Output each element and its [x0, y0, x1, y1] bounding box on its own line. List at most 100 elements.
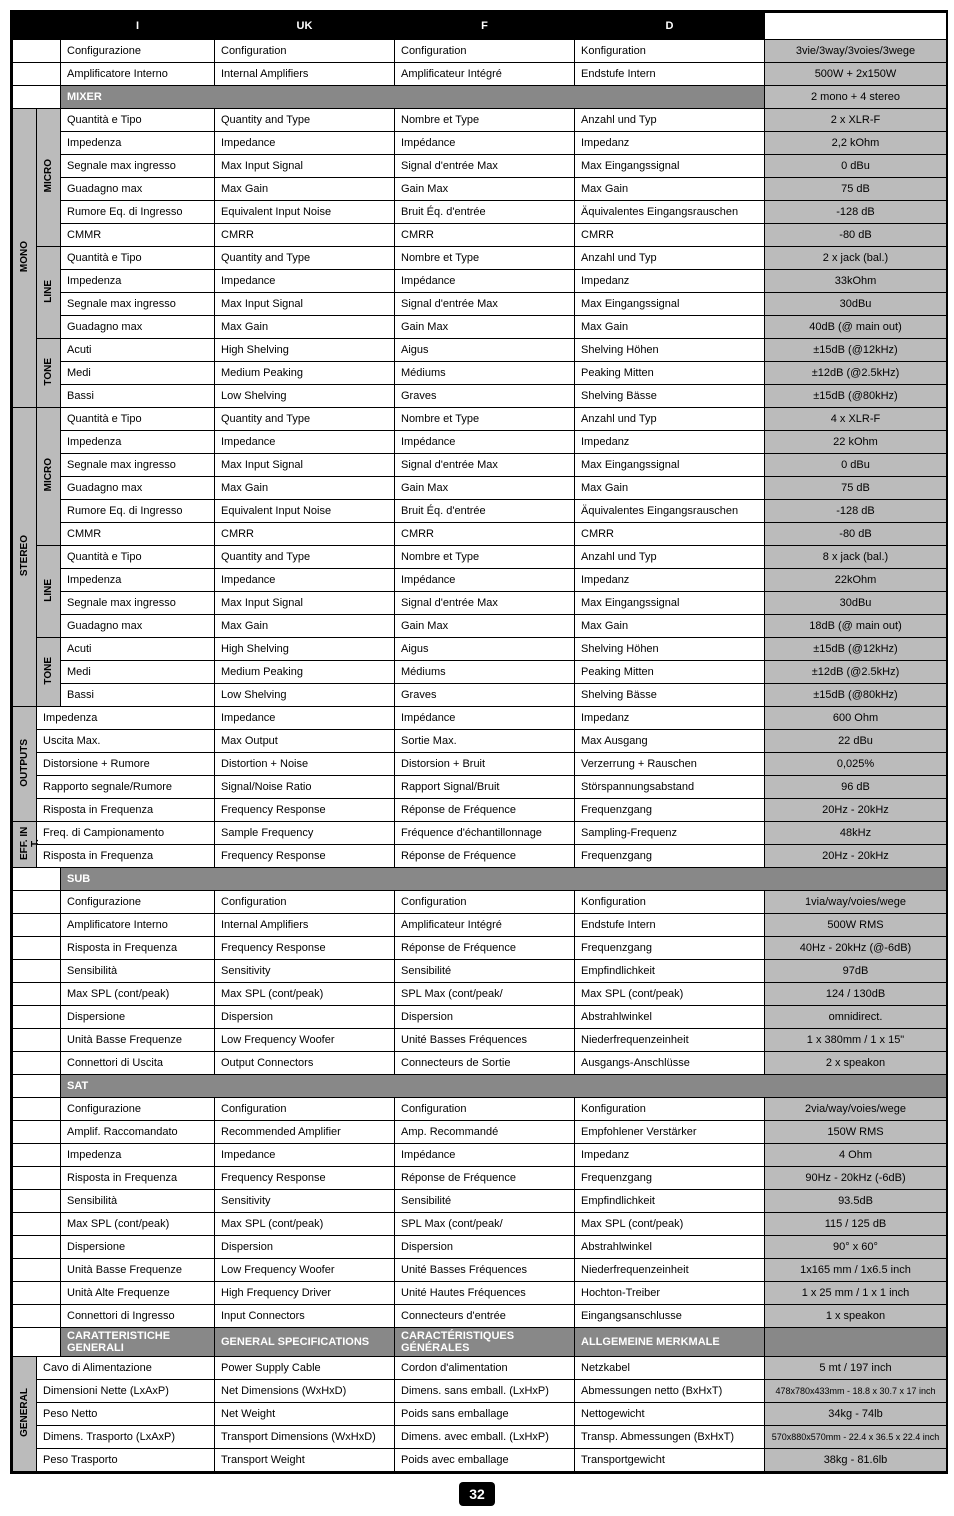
row-label: Guadagno max — [61, 615, 215, 638]
row-label: Max Gain — [215, 477, 395, 500]
row-label: Max SPL (cont/peak) — [61, 983, 215, 1006]
row-label: Configuration — [215, 891, 395, 914]
row-value: -80 dB — [765, 224, 947, 247]
row-label: Sensitivity — [215, 1190, 395, 1213]
row-label: Input Connectors — [215, 1305, 395, 1328]
row-label: Fréquence d'échantillonnage — [395, 822, 575, 845]
row-label: Bruit Éq. d'entrée — [395, 500, 575, 523]
row-label: Impédance — [395, 431, 575, 454]
row-label: Abstrahlwinkel — [575, 1006, 765, 1029]
row-label: Signal d'entrée Max — [395, 454, 575, 477]
row-label: Réponse de Fréquence — [395, 799, 575, 822]
row-label: Rumore Eq. di Ingresso — [61, 500, 215, 523]
row-label: Low Frequency Woofer — [215, 1259, 395, 1282]
row-label: Impedance — [215, 569, 395, 592]
row-label: Peso Trasporto — [37, 1449, 215, 1472]
spacer — [13, 1121, 61, 1144]
row-label: SPL Max (cont/peak/ — [395, 983, 575, 1006]
row-label: Réponse de Fréquence — [395, 937, 575, 960]
row-label: Cavo di Alimentazione — [37, 1357, 215, 1380]
row-label: Distorsion + Bruit — [395, 753, 575, 776]
row-label: Uscita Max. — [37, 730, 215, 753]
outer-side: GENERAL — [13, 1357, 37, 1472]
row-label: Cordon d'alimentation — [395, 1357, 575, 1380]
row-value: 0 dBu — [765, 155, 947, 178]
row-label: Max SPL (cont/peak) — [575, 983, 765, 1006]
row-label: High Shelving — [215, 339, 395, 362]
row-label: Bruit Éq. d'entrée — [395, 201, 575, 224]
row-label: Low Frequency Woofer — [215, 1029, 395, 1052]
row-label: Risposta in Frequenza — [61, 937, 215, 960]
row-value: 33kOhm — [765, 270, 947, 293]
page-number-wrap: 32 — [10, 1482, 944, 1506]
row-label: Equivalent Input Noise — [215, 500, 395, 523]
row-value: 500W + 2x150W — [765, 63, 947, 86]
row-label: Empfohlener Verstärker — [575, 1121, 765, 1144]
spacer — [13, 1190, 61, 1213]
row-label: Shelving Höhen — [575, 638, 765, 661]
row-value: 20Hz - 20kHz — [765, 845, 947, 868]
row-label: Impedance — [215, 132, 395, 155]
row-label: Freq. di Campionamento — [37, 822, 215, 845]
row-label: Signal d'entrée Max — [395, 155, 575, 178]
row-label: Segnale max ingresso — [61, 293, 215, 316]
row-label: Graves — [395, 684, 575, 707]
row-label: Empfindlichkeit — [575, 960, 765, 983]
row-label: Äquivalentes Eingangsrauschen — [575, 201, 765, 224]
row-label: Réponse de Fréquence — [395, 845, 575, 868]
row-label: Dimens. avec emball. (LxHxP) — [395, 1426, 575, 1449]
row-label: Impédance — [395, 270, 575, 293]
row-label: Max Output — [215, 730, 395, 753]
row-value: omnidirect. — [765, 1006, 947, 1029]
inner-side: TONE — [37, 638, 61, 707]
row-label: Risposta in Frequenza — [37, 799, 215, 822]
row-label: Dimensioni Nette (LxAxP) — [37, 1380, 215, 1403]
row-label: Acuti — [61, 638, 215, 661]
row-label: Anzahl und Typ — [575, 247, 765, 270]
side-sublabel: TONE — [43, 358, 54, 386]
row-value: 30dBu — [765, 293, 947, 316]
row-label: Quantity and Type — [215, 247, 395, 270]
row-value: 38kg - 81.6lb — [765, 1449, 947, 1472]
spacer — [13, 1075, 61, 1098]
row-label: Poids avec emballage — [395, 1449, 575, 1472]
row-label: Impedenza — [37, 707, 215, 730]
row-value: 570x880x570mm - 22.4 x 36.5 x 22.4 inch — [765, 1426, 947, 1449]
row-value: ±15dB (@12kHz) — [765, 339, 947, 362]
row-value: 2 x jack (bal.) — [765, 247, 947, 270]
spacer — [13, 1144, 61, 1167]
row-value: 150W RMS — [765, 1121, 947, 1144]
row-label: Frequency Response — [215, 799, 395, 822]
outer-side: MONO — [13, 109, 37, 408]
row-label: Output Connectors — [215, 1052, 395, 1075]
inner-side: MICRO — [37, 109, 61, 247]
row-value: 478x780x433mm - 18.8 x 30.7 x 17 inch — [765, 1380, 947, 1403]
row-label: Konfiguration — [575, 40, 765, 63]
row-label: Nombre et Type — [395, 247, 575, 270]
spacer — [13, 891, 61, 914]
side-label: OUTPUTS — [19, 739, 30, 787]
row-label: Impedenza — [61, 431, 215, 454]
row-label: Impédance — [395, 1144, 575, 1167]
row-value: 4 Ohm — [765, 1144, 947, 1167]
gen-hdr: CARACTÉRISTIQUES GÉNÉRALES — [395, 1328, 575, 1357]
row-label: Nombre et Type — [395, 546, 575, 569]
row-value: 22kOhm — [765, 569, 947, 592]
row-label: Configuration — [395, 40, 575, 63]
side-sublabel: LINE — [43, 280, 54, 303]
row-value: ±12dB (@2.5kHz) — [765, 661, 947, 684]
row-label: CMRR — [395, 224, 575, 247]
row-label: CMRR — [215, 523, 395, 546]
side-label: MONO — [19, 241, 30, 272]
spec-table: IUKFDConfigurazioneConfigurationConfigur… — [12, 12, 947, 1472]
row-label: Graves — [395, 385, 575, 408]
spacer — [13, 1006, 61, 1029]
gen-hdr: GENERAL SPECIFICATIONS — [215, 1328, 395, 1357]
row-label: Amplificatore Interno — [61, 63, 215, 86]
row-label: Max Eingangssignal — [575, 454, 765, 477]
row-label: Quantità e Tipo — [61, 408, 215, 431]
row-label: Unità Basse Frequenze — [61, 1259, 215, 1282]
row-value: 22 kOhm — [765, 431, 947, 454]
outer-side: STEREO — [13, 408, 37, 707]
row-label: Signal d'entrée Max — [395, 293, 575, 316]
